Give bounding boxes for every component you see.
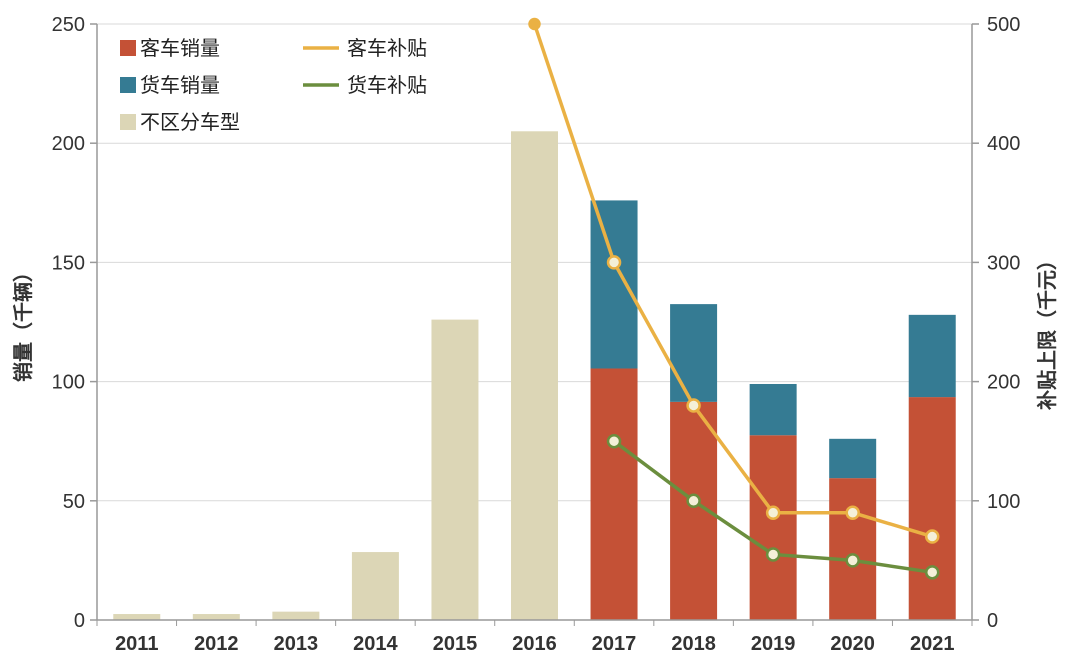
x-tick-label: 2015: [433, 633, 478, 655]
bar-unclassified: [192, 614, 240, 620]
point-passenger-subsidy: [686, 398, 701, 413]
x-tick-label: 2012: [194, 633, 239, 655]
lines: [528, 17, 940, 580]
bar-truck-sales: [908, 314, 956, 398]
bar-unclassified: [113, 614, 161, 620]
left-tick-label: 0: [74, 610, 85, 632]
legend-passenger-subsidy-label: 客车补贴: [347, 36, 427, 60]
x-tick-label: 2013: [274, 633, 319, 655]
legend-passenger-sales-swatch: [120, 40, 136, 56]
left-axis-title: 销量（千辆）: [11, 262, 35, 382]
right-axis-ticks: 0 100 200 300 400 500: [972, 14, 1020, 632]
point-passenger-subsidy: [765, 505, 781, 520]
bar-unclassified: [272, 611, 320, 620]
legend-passenger-sales-label: 客车销量: [140, 36, 220, 60]
point-passenger-subsidy: [606, 255, 622, 270]
legend-truck-sales-swatch: [120, 77, 136, 93]
left-tick-label: 200: [52, 133, 85, 155]
right-tick-label: 300: [987, 252, 1020, 274]
bar-passenger-sales: [590, 368, 638, 620]
bar-passenger-sales: [908, 397, 956, 620]
right-axis-title: 补贴上限（千元）: [1035, 250, 1059, 411]
x-tick-label: 2016: [512, 633, 557, 655]
bar-truck-sales: [670, 304, 718, 402]
left-tick-label: 100: [52, 372, 85, 394]
x-tick-label: 2011: [115, 633, 158, 655]
point-truck-subsidy: [924, 565, 940, 580]
point-truck-subsidy: [845, 553, 860, 568]
line-passenger-subsidy: [532, 22, 934, 539]
legend-unclassified-label: 不区分车型: [140, 110, 240, 134]
bar-unclassified: [351, 552, 399, 620]
legend-truck-sales-label: 货车销量: [140, 73, 220, 97]
left-axis-ticks: 0 50 100 150 200 250: [52, 14, 97, 632]
x-tick-label: 2020: [830, 633, 875, 655]
point-passenger-subsidy: [924, 529, 940, 544]
x-tick-label: 2021: [910, 633, 955, 655]
bars: [113, 131, 956, 620]
point-truck-subsidy: [606, 433, 622, 449]
left-tick-label: 250: [52, 14, 85, 36]
bar-truck-sales: [749, 383, 797, 436]
point-truck-subsidy: [765, 547, 781, 562]
right-tick-label: 200: [987, 372, 1020, 394]
bar-truck-sales: [829, 438, 877, 479]
bar-truck-sales: [590, 200, 638, 369]
x-tick-label: 2014: [353, 633, 398, 655]
x-axis-ticks: 2011 2012 2013 2014 2015 2016 2017 2018 2019 2020…: [96, 620, 973, 655]
point-passenger-subsidy: [528, 17, 541, 31]
bar-unclassified: [431, 319, 479, 620]
right-tick-label: 0: [987, 610, 998, 632]
bar-passenger-sales: [829, 478, 877, 620]
right-tick-label: 100: [987, 491, 1020, 513]
axes: [96, 24, 973, 621]
right-tick-label: 400: [987, 133, 1020, 155]
right-tick-label: 500: [987, 14, 1020, 36]
left-tick-label: 50: [63, 491, 85, 513]
x-tick-label: 2018: [671, 633, 716, 655]
bar-unclassified: [511, 131, 558, 620]
legend-truck-subsidy-label: 货车补贴: [347, 73, 427, 97]
bar-passenger-sales: [749, 435, 797, 620]
point-passenger-subsidy: [845, 505, 860, 520]
x-tick-label: 2017: [592, 633, 637, 655]
point-truck-subsidy: [686, 493, 701, 509]
legend-unclassified-swatch: [120, 114, 136, 130]
left-tick-label: 150: [52, 252, 85, 274]
x-tick-label: 2019: [751, 633, 796, 655]
